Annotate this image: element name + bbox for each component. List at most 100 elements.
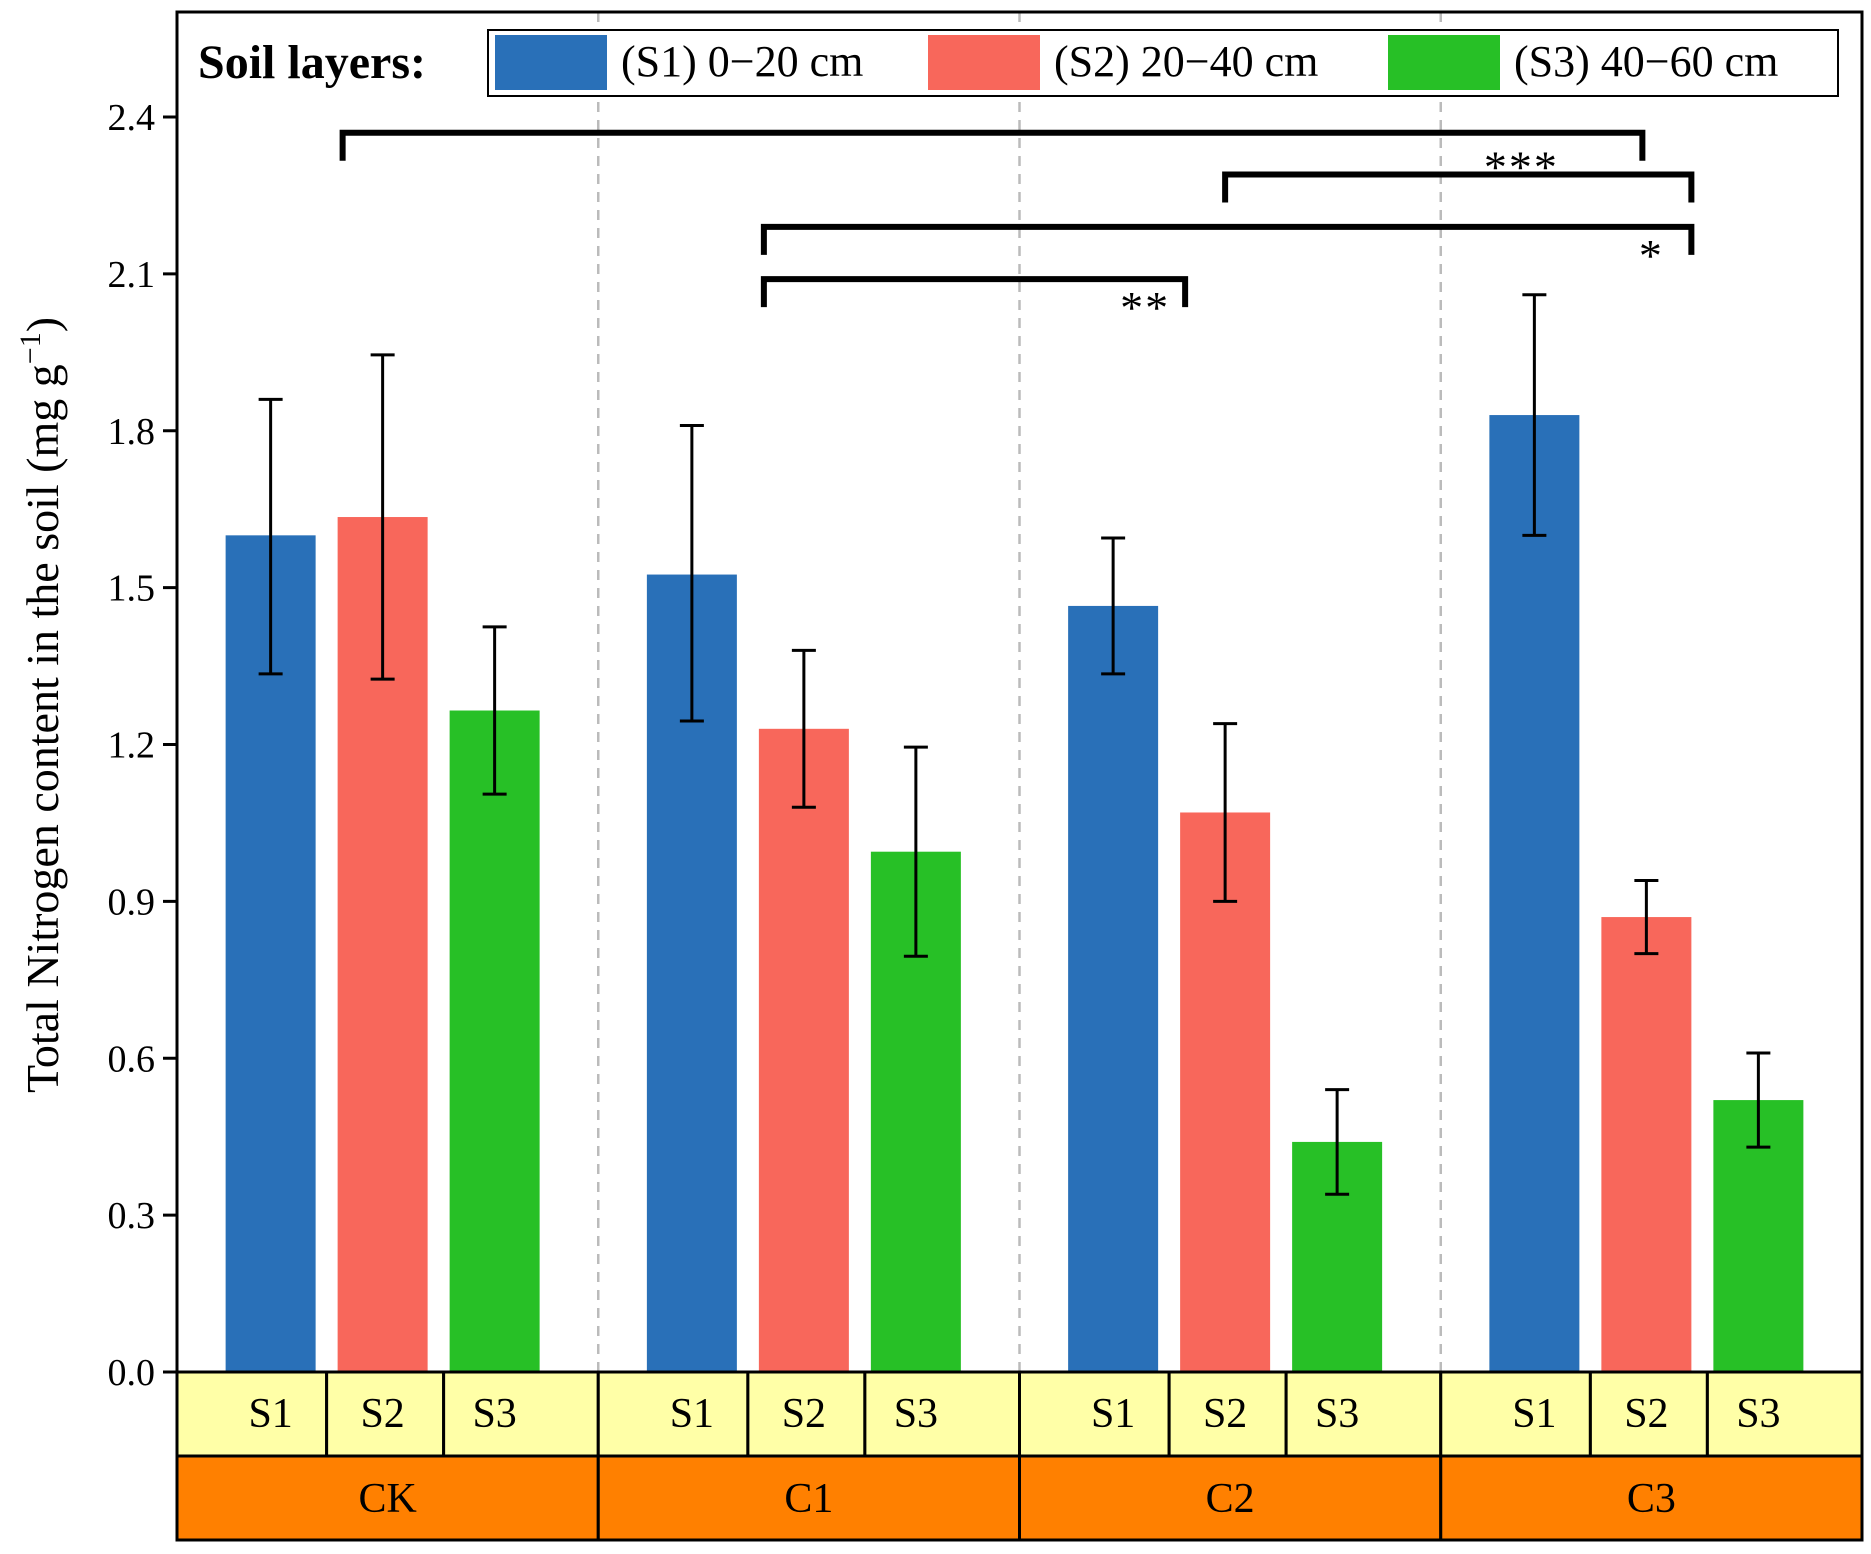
group-strip-box	[175, 1454, 600, 1542]
layer-strip-cell-c1-s1: S1	[596, 1370, 750, 1458]
y-axis-tick-label: 0.9	[108, 881, 156, 923]
legend-swatch	[1388, 35, 1500, 90]
y-axis-title: Total Nitrogen content in the soil (mg g…	[14, 317, 68, 1093]
y-axis-title-main: Total Nitrogen content in the soil (mg g	[17, 364, 68, 1093]
legend-swatch	[928, 35, 1040, 90]
layer-strip-cell-c3-s2: S2	[1588, 1370, 1709, 1458]
error-bar-c2-s2	[1213, 722, 1238, 903]
layer-strip-label: S3	[894, 1391, 938, 1437]
layer-strip-label: S1	[1091, 1391, 1135, 1437]
error-bar-c2-s1	[1101, 536, 1126, 676]
significance-bracket-c1-c3: *	[760, 223, 1695, 281]
error-bar-c1-s3	[903, 745, 928, 958]
legend-swatch	[495, 35, 607, 90]
layer-strip-label: S1	[1512, 1391, 1556, 1437]
error-bar-ck-s1	[258, 397, 283, 676]
group-strip-label: CK	[358, 1476, 416, 1522]
layer-strip-label: S3	[1315, 1391, 1359, 1437]
layer-strip-cell-ck-s3: S3	[442, 1370, 600, 1458]
group-strip-label: C3	[1627, 1476, 1676, 1522]
legend-title: Soil layers:	[198, 36, 426, 89]
group-strip-cell-ck: CK	[175, 1454, 600, 1542]
legend-item-s1: (S1) 0−20 cm	[495, 35, 863, 90]
layer-strip-label: S2	[360, 1391, 404, 1437]
group-strip-box	[1439, 1454, 1864, 1542]
y-axis-tick-label: 0.0	[108, 1352, 156, 1394]
layer-strip-cell-ck-s1: S1	[175, 1370, 329, 1458]
layer-strip-box	[863, 1370, 1021, 1458]
significance-bracket-line	[760, 276, 1189, 308]
layer-strip-box	[175, 1370, 329, 1458]
layer-strip-cell-c1-s3: S3	[863, 1370, 1021, 1458]
layer-strip-cell-ck-s2: S2	[325, 1370, 446, 1458]
error-bar-c2-s3	[1325, 1088, 1350, 1196]
error-bar-c3-s2	[1634, 878, 1659, 956]
error-bar-c1-s1	[679, 424, 704, 723]
significance-label: *	[1639, 230, 1664, 281]
layer-strip-cell-c2-s2: S2	[1167, 1370, 1288, 1458]
y-axis-tick-label: 2.4	[108, 97, 156, 139]
layer-strip-box	[1439, 1370, 1592, 1458]
significance-bracket-line	[339, 129, 1646, 161]
group-strip-box	[1018, 1454, 1443, 1542]
bar-c3-s2	[1601, 917, 1692, 1372]
layer-strip-cell-c2-s3: S3	[1284, 1370, 1443, 1458]
legend-item-s2: (S2) 20−40 cm	[928, 35, 1318, 90]
significance-label: ***	[1484, 142, 1559, 193]
group-strip-cell-c1: C1	[596, 1454, 1021, 1542]
significance-bracket-ck-c3	[339, 129, 1646, 161]
group-strip-label: C1	[784, 1476, 833, 1522]
layer-strip-label: S2	[1203, 1391, 1247, 1437]
significance-label: **	[1120, 282, 1170, 333]
layer-strip-label: S2	[782, 1391, 826, 1437]
group-strip-cell-c2: C2	[1018, 1454, 1443, 1542]
error-bar-c3-s3	[1746, 1051, 1771, 1149]
bar-c3-s1	[1489, 415, 1580, 1372]
layer-strip-label: S2	[1624, 1391, 1668, 1437]
y-axis-tick-label: 1.5	[108, 568, 156, 610]
group-strip-box	[596, 1454, 1021, 1542]
y-axis-tick-label: 0.6	[108, 1038, 156, 1080]
significance-bracket-c1-c2: **	[760, 276, 1189, 333]
y-axis-title-superscript: −1	[14, 332, 47, 364]
bar-ck-s3	[449, 710, 540, 1372]
group-strip-cell-c3: C3	[1439, 1454, 1864, 1542]
y-axis-tick-label: 2.1	[108, 254, 156, 296]
legend-label: (S2) 20−40 cm	[1054, 37, 1318, 86]
layer-strip-label: S1	[670, 1391, 714, 1437]
significance-bracket-line	[760, 223, 1695, 255]
significance-bracket-c2-c3: ***	[1222, 142, 1695, 203]
legend: Soil layers: (S1) 0−20 cm (S2) 20−40 cm (S3…	[198, 29, 1839, 97]
bar-c2-s1	[1068, 605, 1159, 1372]
layer-strip-box	[1018, 1370, 1171, 1458]
layer-strip-label: S3	[1736, 1391, 1780, 1437]
bar-c1-s2	[758, 728, 849, 1372]
layer-strip-label: S1	[248, 1391, 292, 1437]
layer-strip-box	[1284, 1370, 1443, 1458]
group-strip-label: C2	[1206, 1476, 1255, 1522]
layer-strip-cell-c3-s1: S1	[1439, 1370, 1592, 1458]
y-axis-title-close: )	[17, 317, 68, 332]
layer-strip-box	[442, 1370, 600, 1458]
y-axis-tick-label: 1.2	[108, 725, 156, 767]
layer-strip-box	[596, 1370, 750, 1458]
layer-strip-box	[1167, 1370, 1288, 1458]
bar-c2-s2	[1180, 812, 1271, 1372]
error-bar-c1-s2	[791, 648, 816, 809]
error-bar-c3-s1	[1522, 293, 1547, 537]
y-axis-tick-label: 1.8	[108, 411, 156, 453]
legend-label: (S1) 0−20 cm	[621, 37, 863, 86]
y-axis-tick-label: 0.3	[108, 1195, 156, 1237]
layer-strip-cell-c3-s3: S3	[1705, 1370, 1864, 1458]
legend-label: (S3) 40−60 cm	[1514, 37, 1778, 86]
legend-item-s3: (S3) 40−60 cm	[1388, 35, 1778, 90]
layer-strip-box	[1705, 1370, 1864, 1458]
error-bar-ck-s2	[370, 353, 395, 681]
layer-strip-cell-c2-s1: S1	[1018, 1370, 1171, 1458]
layer-strip-label: S3	[472, 1391, 516, 1437]
layer-strip-cell-c1-s2: S2	[746, 1370, 867, 1458]
significance-bracket-line	[1222, 171, 1695, 203]
error-bar-ck-s3	[482, 625, 507, 796]
